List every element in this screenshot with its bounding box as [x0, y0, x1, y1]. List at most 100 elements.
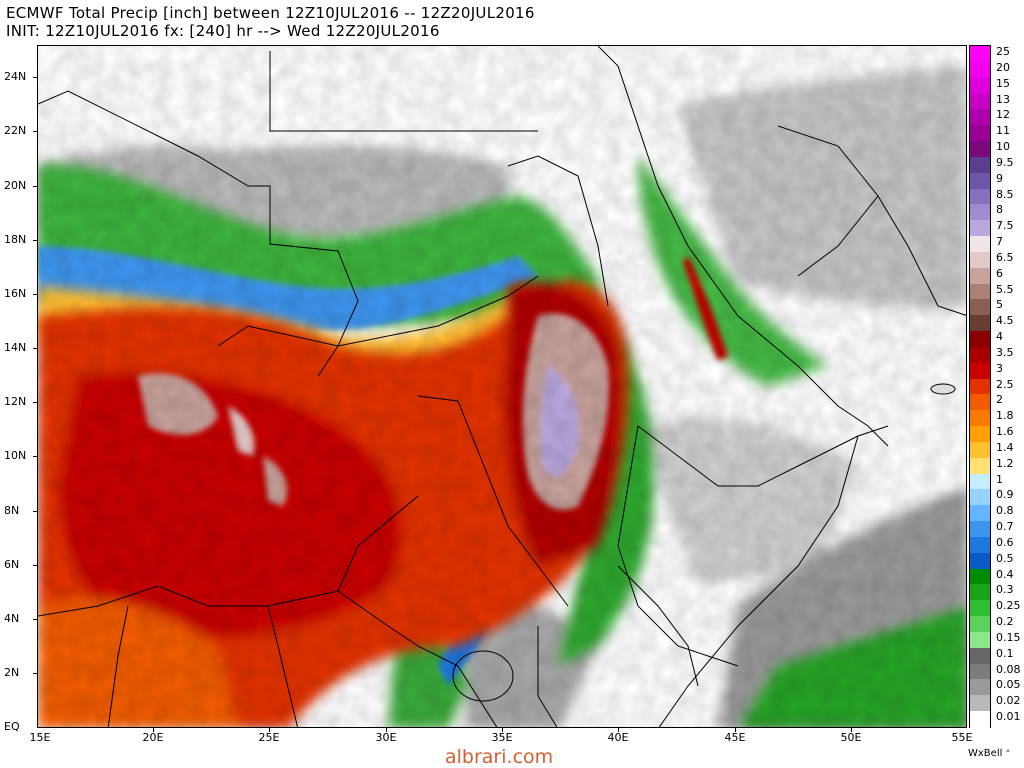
lon-label: 20E	[142, 731, 164, 744]
wxbell-logo: WxBell °	[968, 748, 1010, 759]
lat-label: 6N	[4, 558, 20, 571]
colorbar-level-label: 1.8	[996, 409, 1014, 423]
lat-tick	[33, 240, 37, 241]
lat-label: 18N	[4, 233, 27, 246]
colorbar-swatch	[970, 315, 990, 332]
colorbar-level-label: 0.05	[996, 678, 1021, 692]
colorbar-swatch	[970, 125, 990, 142]
colorbar-level-label: 0.2	[996, 615, 1014, 629]
colorbar-level-label: 0.02	[996, 694, 1021, 708]
colorbar-level-label: 6	[996, 266, 1003, 280]
colorbar-swatch	[970, 346, 990, 364]
colorbar-swatch	[970, 457, 990, 475]
colorbar-level-label: 0.08	[996, 662, 1021, 676]
colorbar-swatch	[970, 663, 990, 681]
colorbar-swatch	[970, 426, 990, 443]
lake-victoria	[452, 650, 514, 702]
colorbar-swatch	[970, 109, 990, 126]
brand-name: WxBell	[968, 748, 1003, 759]
colorbar-level-label: 1	[996, 472, 1003, 486]
lat-label: 12N	[4, 395, 27, 408]
lon-label: 25E	[258, 731, 280, 744]
lat-label: 16N	[4, 287, 27, 300]
colorbar-level-label: 0.01	[996, 710, 1021, 724]
chart-subtitle: INIT: 12Z10JUL2016 fx: [240] hr --> Wed …	[6, 22, 440, 40]
colorbar-level-label: 7.5	[996, 219, 1014, 233]
colorbar-level-label: 4	[996, 330, 1003, 344]
colorbar-level-label: 2.5	[996, 377, 1014, 391]
lon-tick	[502, 728, 503, 732]
colorbar-swatch	[970, 584, 990, 601]
lat-label: 20N	[4, 179, 27, 192]
lat-label: 10N	[4, 449, 27, 462]
colorbar-level-label: 0.15	[996, 630, 1021, 644]
lat-label: 14N	[4, 341, 27, 354]
lon-tick	[386, 728, 387, 732]
lat-tick	[33, 186, 37, 187]
colorbar-swatch	[970, 172, 990, 190]
colorbar-swatch	[970, 394, 990, 411]
colorbar-level-label: 12	[996, 108, 1010, 122]
colorbar-level-label: 1.6	[996, 425, 1014, 439]
colorbar-swatch	[970, 77, 990, 95]
socotra-island	[930, 383, 956, 395]
lon-label: 50E	[840, 731, 862, 744]
colorbar-level-label: 0.4	[996, 567, 1014, 581]
lon-label: 15E	[29, 731, 51, 744]
colorbar-swatch	[970, 441, 990, 459]
colorbar-level-label: 0.5	[996, 551, 1014, 565]
lat-label: 22N	[4, 124, 27, 137]
colorbar-level-label: 0.6	[996, 535, 1014, 549]
colorbar-swatch	[970, 378, 990, 395]
lon-tick	[851, 728, 852, 732]
colorbar-swatch	[970, 600, 990, 617]
lon-label: 35E	[491, 731, 513, 744]
lat-tick	[33, 348, 37, 349]
colorbar-level-label: 4.5	[996, 314, 1014, 328]
lat-tick	[33, 565, 37, 566]
colorbar-level-label: 2	[996, 393, 1003, 407]
watermark: albrari.com	[445, 746, 554, 768]
colorbar-swatch	[970, 141, 990, 158]
lat-tick	[33, 511, 37, 512]
colorbar-swatch	[970, 489, 990, 506]
colorbar-level-label: 11	[996, 124, 1010, 138]
lon-label: 40E	[607, 731, 629, 744]
colorbar-swatch	[970, 362, 990, 380]
lat-label: 24N	[4, 70, 27, 83]
colorbar-swatch	[970, 647, 990, 665]
colorbar-level-label: 25	[996, 45, 1010, 58]
lat-tick	[33, 456, 37, 457]
colorbar-level-label: 1.2	[996, 456, 1014, 470]
precip-colorbar	[969, 45, 991, 728]
colorbar-swatch	[970, 679, 990, 696]
lat-label: EQ	[4, 720, 20, 733]
colorbar-swatch	[970, 473, 990, 491]
lat-label: 4N	[4, 612, 20, 625]
colorbar-level-label: 0.25	[996, 599, 1021, 613]
colorbar-level-label: 9	[996, 171, 1003, 185]
lon-label: 55E	[951, 731, 973, 744]
lat-label: 8N	[4, 504, 20, 517]
colorbar-level-label: 5	[996, 298, 1003, 312]
colorbar-level-label: 0.1	[996, 646, 1014, 660]
colorbar-swatch	[970, 331, 990, 348]
colorbar-level-label: 5.5	[996, 282, 1014, 296]
lat-tick	[33, 77, 37, 78]
colorbar-level-label: 7	[996, 235, 1003, 249]
lat-tick	[33, 131, 37, 132]
colorbar-swatch	[970, 711, 990, 728]
colorbar-swatch	[970, 204, 990, 221]
colorbar-swatch	[970, 568, 990, 586]
colorbar-level-label: 1.4	[996, 440, 1014, 454]
colorbar-swatch	[970, 631, 990, 649]
lon-label: 30E	[375, 731, 397, 744]
colorbar-swatch	[970, 695, 990, 712]
colorbar-swatch	[970, 156, 990, 174]
lon-tick	[618, 728, 619, 732]
colorbar-swatch	[970, 267, 990, 285]
lon-tick	[735, 728, 736, 732]
colorbar-swatch	[970, 299, 990, 316]
lon-tick	[153, 728, 154, 732]
colorbar-swatch	[970, 61, 990, 79]
